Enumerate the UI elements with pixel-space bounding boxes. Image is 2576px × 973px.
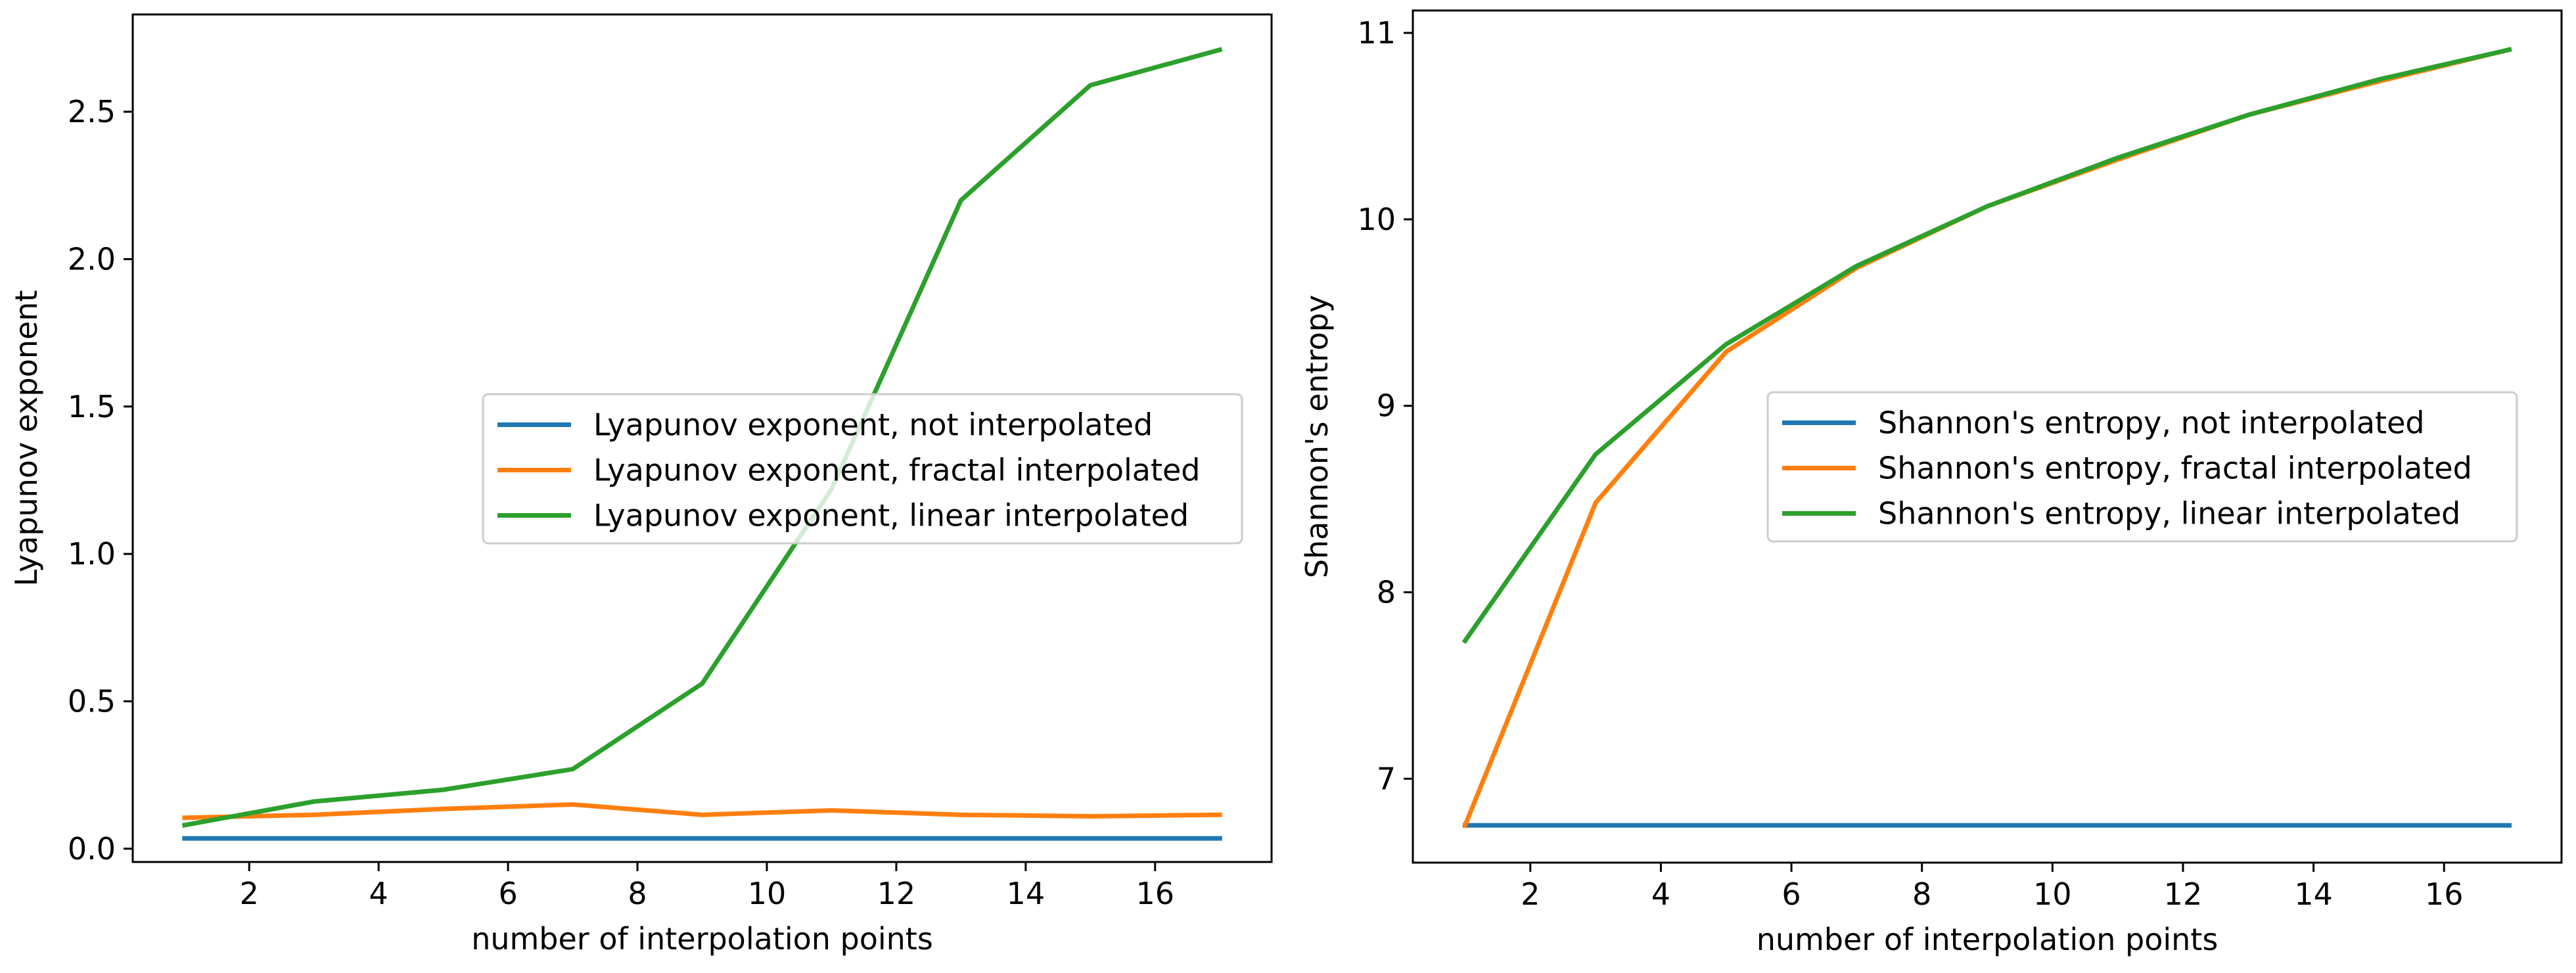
right-x-tick-label: 6 [1782, 876, 1801, 912]
right-y-axis-label: Shannon's entropy [1299, 295, 1335, 578]
left-x-tick-label: 12 [877, 876, 916, 911]
right-y-tick-label: 8 [1377, 574, 1396, 610]
left-legend-label-1: Lyapunov exponent, not interpolated [593, 407, 1153, 443]
right-chart-panel: 2 4 6 8 10 12 14 16 7 8 9 10 11 number of interpolati… [1299, 9, 2563, 957]
right-x-tick-label: 16 [2425, 876, 2464, 912]
left-x-tick-label: 4 [369, 876, 388, 911]
left-x-tick-label: 10 [748, 876, 787, 911]
right-legend-box [1766, 391, 2518, 543]
left-y-tick-label: 2.5 [68, 94, 116, 129]
right-x-tick-label: 4 [1651, 876, 1670, 912]
left-x-tick-label: 14 [1007, 876, 1046, 911]
left-y-tick-label: 0.5 [68, 683, 116, 719]
right-legend-label-1: Shannon's entropy, not interpolated [1878, 405, 2425, 441]
left-legend-box [482, 393, 1243, 545]
left-chart-panel: 2 4 6 8 10 12 14 16 0.0 0.5 1.0 1.5 2.0 2.5 number of … [9, 13, 1273, 957]
right-y-tick-label: 11 [1357, 15, 1396, 51]
right-y-tick-label: 7 [1377, 761, 1396, 796]
right-y-tick-label: 9 [1377, 388, 1396, 424]
right-x-tick-label: 12 [2164, 876, 2203, 912]
left-x-tick-label: 2 [240, 876, 259, 911]
right-legend-label-3: Shannon's entropy, linear interpolated [1878, 496, 2460, 532]
left-y-axis-label: Lyapunov exponent [9, 290, 44, 586]
left-x-tick-label: 6 [498, 876, 517, 911]
left-legend-label-2: Lyapunov exponent, fractal interpolated [593, 453, 1201, 488]
right-x-tick-label: 10 [2033, 876, 2072, 912]
right-x-tick-label: 14 [2294, 876, 2333, 912]
left-x-tick-label: 8 [628, 876, 647, 911]
right-legend: Shannon's entropy, not interpolated Shann… [1766, 391, 2518, 543]
right-legend-label-2: Shannon's entropy, fractal interpolated [1878, 451, 2472, 486]
left-y-tick-label: 0.0 [68, 831, 116, 867]
left-x-tick-label: 16 [1136, 876, 1174, 911]
right-series-group [1461, 47, 2512, 828]
right-x-tick-label: 2 [1521, 876, 1540, 912]
left-axes-frame [131, 13, 1273, 863]
left-y-tick-label: 1.5 [68, 389, 116, 424]
right-axes-frame [1412, 9, 2563, 864]
left-y-tick-label: 2.0 [68, 241, 116, 277]
left-x-axis-label: number of interpolation points [471, 921, 933, 957]
left-series-group [181, 47, 1223, 841]
left-legend: Lyapunov exponent, not interpolated Lyapu… [482, 393, 1243, 545]
left-y-tick-label: 1.0 [68, 536, 116, 572]
left-series-line-3 [181, 47, 1223, 828]
right-x-tick-label: 8 [1912, 876, 1931, 912]
right-y-tick-label: 10 [1357, 202, 1396, 237]
right-x-axis-label: number of interpolation points [1757, 922, 2219, 957]
left-legend-label-3: Lyapunov exponent, linear interpolated [593, 498, 1189, 533]
